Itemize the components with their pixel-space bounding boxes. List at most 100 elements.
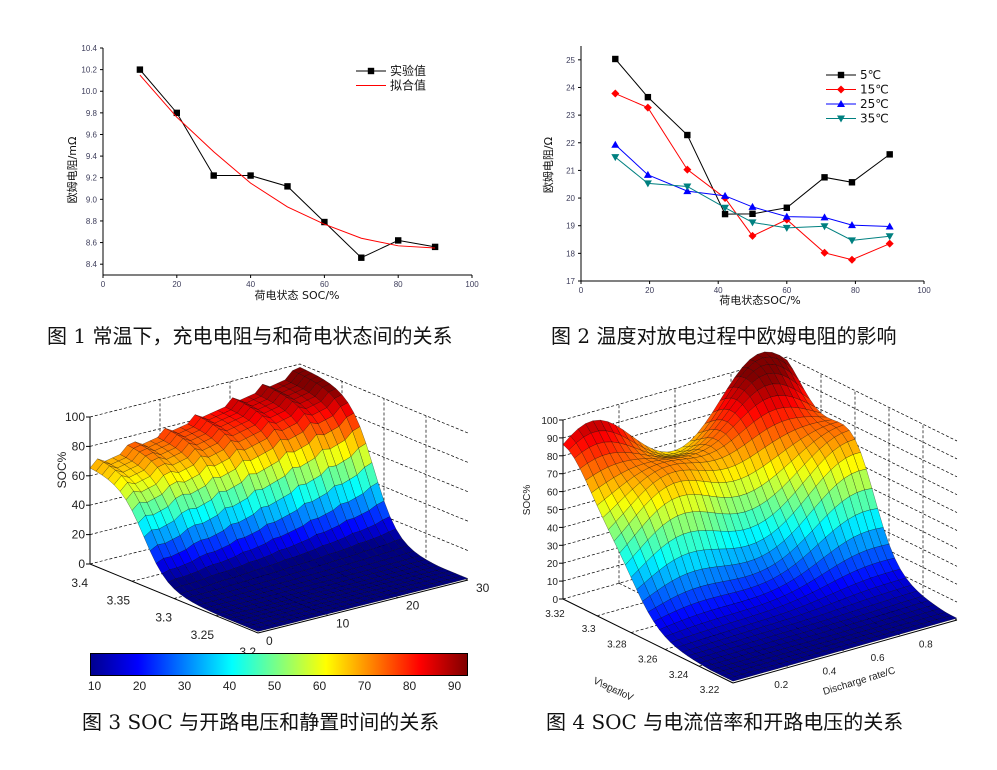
triangle-down-marker — [782, 224, 791, 232]
square-marker — [358, 254, 365, 261]
series-line — [614, 58, 890, 215]
triangle-down-marker — [837, 115, 845, 123]
y-tick-label: 20 — [566, 194, 575, 203]
figure-4-surface-plot: 0 10 20 30 40 50 60 70 80 90 100 3.32 3.3 3.28 3.26 3.2… — [522, 351, 958, 704]
figure-2-line-chart: 0 20 40 60 80 100 17 18 19 20 21 22 23 24 25 荷电状态SOC/% 欧… — [541, 46, 931, 307]
triangle-down-marker — [611, 154, 620, 162]
figure-4-caption: 图 4 SOC 与电流倍率和开路电压的关系 — [546, 710, 904, 734]
legend-label: 15℃ — [860, 83, 889, 97]
x-tick-label: 3.3 — [155, 611, 172, 625]
z-tick-label: 20 — [547, 559, 559, 570]
triangle-up-marker — [847, 221, 856, 229]
colorbar-tick-label: 70 — [358, 679, 372, 693]
square-marker — [284, 183, 291, 190]
y-tick-label: 10.2 — [81, 66, 97, 75]
diamond-marker — [643, 103, 652, 112]
x-tick-label: 40 — [714, 286, 723, 295]
series-line — [139, 74, 436, 249]
square-marker — [247, 172, 254, 179]
x-tick-label: 40 — [246, 280, 255, 289]
y-tick-label: 10.0 — [81, 87, 97, 96]
series-3 — [611, 140, 894, 230]
square-marker — [173, 109, 180, 117]
square-marker — [848, 179, 856, 186]
triangle-down-marker — [721, 204, 730, 212]
diamond-marker — [683, 165, 692, 174]
z-tick-label: 60 — [72, 469, 86, 483]
z-tick-label: 30 — [547, 541, 559, 552]
z-tick-label: 40 — [72, 498, 86, 512]
triangle-up-marker — [748, 202, 757, 210]
y-tick-label: 25 — [566, 56, 575, 65]
x-tick-label: 20 — [172, 280, 181, 289]
y-tick-label: 21 — [566, 166, 575, 175]
colorbar-tick-label: 10 — [88, 679, 102, 693]
colorbar-tick-label: 20 — [133, 679, 147, 693]
square-marker — [837, 71, 845, 79]
square-marker — [721, 210, 729, 218]
y-tick-label: 0.6 — [871, 653, 885, 664]
colorbar-tick-label: 40 — [223, 679, 237, 693]
triangle-down-marker — [643, 180, 652, 188]
surface-mesh — [562, 351, 958, 682]
y-tick-label: 8.4 — [86, 260, 98, 269]
x-tick-label: 3.25 — [191, 628, 215, 642]
x-tick-label: 80 — [851, 286, 860, 295]
triangle-up-marker — [820, 213, 829, 221]
x-tick-label: 3.32 — [545, 609, 565, 620]
triangle-down-marker — [847, 237, 856, 245]
legend-label: 25℃ — [860, 97, 889, 111]
y-tick-label: 0.8 — [919, 640, 933, 651]
surface-patch — [726, 676, 741, 682]
colorbar-tick-label: 50 — [268, 679, 282, 693]
figure-2-caption: 图 2 温度对放电过程中欧姆电阻的影响 — [551, 324, 897, 348]
x-tick-label: 0 — [579, 286, 584, 295]
square-marker — [783, 204, 790, 211]
x-tick-label: 60 — [782, 286, 791, 295]
series-line — [139, 69, 436, 259]
triangle-down-marker — [683, 183, 692, 191]
y-axis-label: 欧姆电阻/Ω — [541, 137, 555, 193]
y-tick-label: 9.2 — [86, 174, 98, 183]
series-1 — [136, 66, 439, 261]
diamond-marker — [847, 255, 856, 264]
y-tick-label: 24 — [566, 83, 575, 92]
z-tick-label: 70 — [547, 470, 559, 481]
square-marker — [821, 174, 828, 181]
square-marker — [644, 93, 652, 101]
y-tick-label: 20 — [406, 599, 420, 613]
y-tick-label: 10.4 — [81, 44, 97, 53]
figure-1-line-chart: 0 20 40 60 80 100 8.4 8.6 8.8 9.0 9.2 9.4 9.6 9.8 10.0… — [65, 44, 479, 302]
series-2 — [611, 89, 894, 264]
z-tick-label: 40 — [547, 523, 559, 534]
triangle-up-marker — [643, 170, 652, 178]
y-tick-label: 22 — [566, 139, 575, 148]
y-axis — [257, 579, 469, 634]
diamond-marker — [837, 85, 845, 94]
grid-line — [562, 356, 958, 442]
colorbar-tick-label: 80 — [403, 679, 417, 693]
square-marker — [367, 67, 375, 75]
triangle-up-marker — [611, 140, 620, 148]
surface-patch — [251, 627, 266, 632]
surface-mesh — [89, 367, 469, 632]
y-tick-label: 9.0 — [86, 195, 98, 204]
figure-3-caption: 图 3 SOC 与开路电压和静置时间的关系 — [82, 710, 440, 734]
z-tick-label: 50 — [547, 506, 559, 517]
diamond-marker — [748, 231, 757, 240]
diamond-marker — [611, 89, 620, 98]
z-tick-label: 0 — [78, 557, 85, 571]
legend-label: 拟合值 — [390, 78, 426, 93]
x-axis-label: 荷电状态SOC/% — [719, 293, 800, 307]
legend-label: 实验值 — [390, 63, 426, 78]
y-tick-label: 8.6 — [86, 239, 98, 248]
colorbar-tick-label: 90 — [448, 679, 462, 693]
z-tick-label: 80 — [547, 452, 559, 463]
x-tick-label: 3.26 — [638, 655, 658, 666]
series-2 — [139, 74, 436, 249]
y-tick-label: 0 — [266, 634, 273, 648]
x-axis — [89, 563, 259, 634]
triangle-up-marker — [782, 212, 791, 220]
y-tick-label: 9.8 — [86, 109, 98, 118]
x-tick-label: 3.28 — [607, 639, 627, 650]
